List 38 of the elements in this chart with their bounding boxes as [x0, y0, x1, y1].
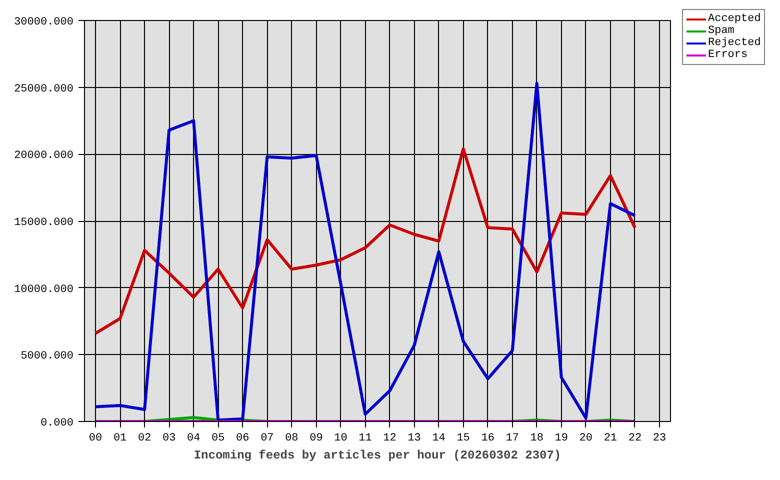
line-series	[94, 82, 636, 422]
x-tick-label: 15	[456, 432, 470, 444]
x-tick-label: 13	[408, 432, 421, 444]
y-tick-label: 30000.000	[14, 16, 74, 28]
y-tick-label: 25000.000	[14, 83, 74, 96]
legend-label: Errors	[708, 48, 748, 61]
x-tick-label: 04	[187, 432, 201, 444]
x-tick-label: 23	[652, 432, 666, 444]
y-tick-label: 0.000	[40, 418, 74, 430]
x-tick-label: 05	[212, 432, 225, 444]
x-tick-label: 16	[481, 432, 494, 444]
x-tick-label: 21	[604, 432, 618, 444]
x-tick-label: 07	[260, 432, 274, 444]
x-tick-label: 20	[579, 432, 593, 444]
x-tick-label: 22	[628, 432, 642, 444]
x-tick-label: 06	[236, 432, 250, 444]
x-tick-label: 14	[432, 432, 446, 444]
x-tick-label: 19	[554, 432, 568, 444]
y-tick-label: 10000.000	[14, 284, 74, 296]
y-tick-label: 20000.000	[14, 150, 74, 162]
y-tick-label: 5000.000	[20, 350, 74, 363]
x-tick-label: 17	[506, 432, 519, 444]
y-tick-label: 15000.000	[14, 217, 74, 229]
legend-label: Spam	[708, 24, 734, 37]
x-axis-title: Incoming feeds by articles per hour (20260302 2307)	[194, 448, 562, 462]
x-tick-label: 08	[285, 432, 298, 444]
x-tick-label: 03	[162, 432, 176, 444]
x-tick-label: 18	[530, 432, 544, 444]
x-tick-label: 10	[334, 432, 348, 444]
line-series	[94, 147, 636, 335]
legend-label: Rejected	[708, 36, 761, 49]
legend-label: Accepted	[708, 12, 761, 25]
x-tick-label: 01	[113, 432, 128, 444]
x-tick-label: 00	[88, 432, 102, 444]
x-tick-label: 02	[138, 432, 152, 444]
x-tick-label: 11	[358, 432, 372, 444]
x-tick-label: 09	[310, 432, 323, 444]
x-tick-label: 12	[383, 432, 396, 444]
